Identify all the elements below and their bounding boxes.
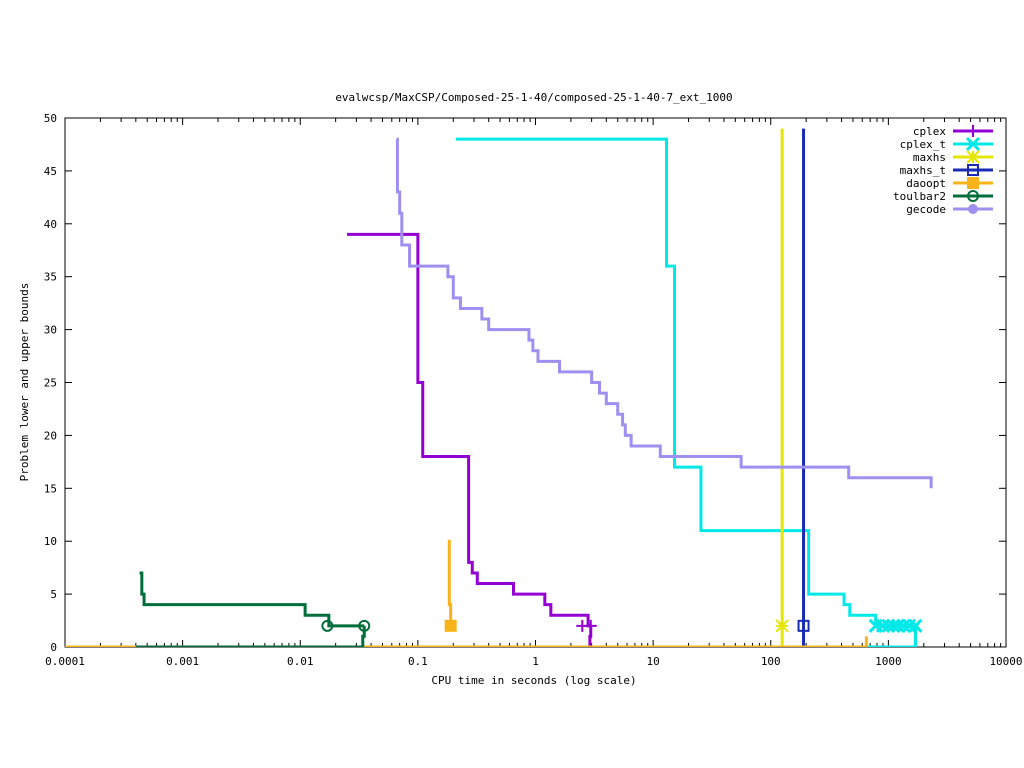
legend-label: toulbar2 [893, 190, 946, 203]
y-tick-label: 50 [44, 112, 57, 125]
legend-label: maxhs [913, 151, 946, 164]
series-marker [967, 125, 979, 137]
legend-label: daoopt [906, 177, 946, 190]
series-marker [968, 204, 978, 214]
y-tick-label: 35 [44, 271, 57, 284]
series-line-upper [347, 232, 592, 628]
series-line-lower [65, 636, 868, 647]
y-tick-label: 30 [44, 324, 57, 337]
series-marker [584, 619, 597, 632]
series-line-lower [135, 625, 366, 647]
y-tick-label: 25 [44, 377, 57, 390]
series-cplex_t [65, 137, 923, 647]
series-line-upper [455, 137, 919, 628]
series-maxhs [65, 128, 789, 647]
y-tick-label: 10 [44, 535, 57, 548]
chart-title: evalwcsp/MaxCSP/Composed-25-1-40/compose… [335, 91, 732, 104]
x-tick-label: 0.001 [166, 655, 199, 668]
legend-label: maxhs_t [900, 164, 946, 177]
series-line-upper [447, 539, 453, 626]
x-tick-label: 10000 [989, 655, 1022, 668]
series-marker [797, 619, 810, 632]
series-marker [875, 618, 891, 633]
series-marker [966, 150, 980, 164]
x-tick-label: 1000 [875, 655, 902, 668]
series-marker [775, 619, 789, 633]
x-tick-label: 1 [532, 655, 539, 668]
y-tick-label: 0 [50, 641, 57, 654]
series-marker [967, 164, 979, 176]
series-line-lower [65, 625, 806, 647]
x-tick-label: 0.0001 [45, 655, 85, 668]
y-tick-label: 5 [50, 588, 57, 601]
plot-frame [64, 117, 1007, 648]
series-toulbar2 [135, 571, 371, 647]
series-line-lower [65, 625, 917, 647]
series-layer [65, 128, 933, 647]
axes: 0.0001 0.001 0.01 0.1 1 10 100 1000 10000 0 5 10 15 2… [44, 112, 1023, 668]
series-gecode [395, 137, 933, 489]
series-maxhs_t [65, 128, 810, 647]
series-marker [886, 618, 901, 633]
series-marker [908, 618, 923, 633]
x-tick-label: 0.01 [287, 655, 314, 668]
x-tick-label: 10 [647, 655, 660, 668]
series-marker [967, 177, 979, 189]
x-tick-label: 100 [761, 655, 781, 668]
y-tick-label: 20 [44, 429, 57, 442]
x-axis-label: CPU time in seconds (log scale) [431, 674, 636, 687]
legend-label: cplex_t [900, 138, 946, 151]
y-axis-label: Problem lower and upper bounds [18, 283, 31, 482]
series-cplex [347, 232, 597, 647]
series-marker [444, 619, 457, 632]
series-marker [358, 619, 371, 632]
series-daoopt [65, 539, 868, 647]
series-line-upper [395, 137, 933, 489]
legend-label: gecode [906, 203, 946, 216]
legend-label: cplex [913, 125, 946, 138]
legend: cplexcplex_tmaxhsmaxhs_tdaoopttoulbar2ge… [893, 125, 993, 216]
series-marker [967, 190, 979, 202]
series-marker [965, 136, 981, 152]
series-marker [896, 618, 911, 633]
x-tick-label: 0.1 [408, 655, 428, 668]
series-marker [321, 619, 334, 632]
y-tick-label: 40 [44, 218, 57, 231]
y-tick-label: 45 [44, 165, 57, 178]
series-line-upper [139, 571, 365, 628]
series-line-lower [65, 625, 784, 647]
y-tick-label: 15 [44, 482, 57, 495]
